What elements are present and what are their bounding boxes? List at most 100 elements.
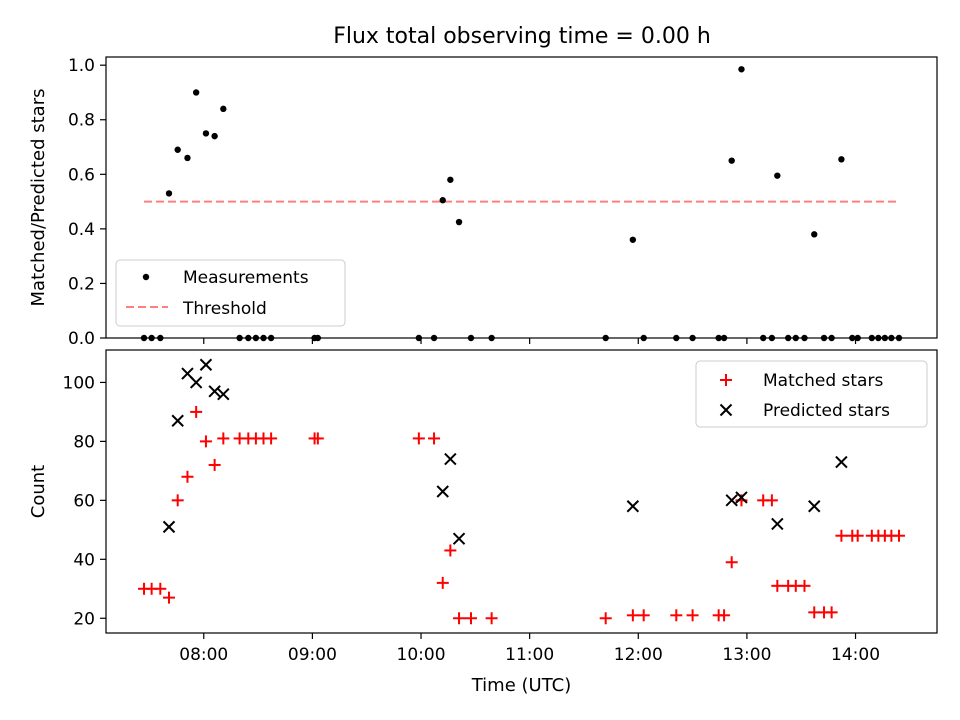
legend-matched-label: Matched stars (763, 371, 883, 391)
matched-star-point (265, 432, 278, 445)
measurement-point (673, 334, 680, 342)
measurement-point (888, 334, 895, 342)
measurement-point (838, 156, 845, 163)
measurement-point (881, 334, 889, 342)
bottom-xtick-label: 10:00 (397, 645, 446, 665)
measurement-point (236, 334, 243, 342)
predicted-star-point-b (181, 367, 194, 380)
predicted-star-point (208, 385, 221, 398)
top-ylabel: Matched/Predicted stars (28, 89, 49, 307)
bottom-xtick-label: 12:00 (614, 645, 663, 665)
measurement-point (267, 334, 275, 342)
legend-matched-marker (720, 374, 732, 386)
matched-star-point (686, 609, 699, 622)
measurement-point (868, 334, 876, 342)
predicted-star-point (171, 414, 184, 427)
measurement-point (202, 130, 210, 137)
measurement-point (260, 334, 267, 342)
measurement-point (811, 231, 818, 238)
bottom-xlabel: Time (UTC) (471, 675, 572, 696)
measurement-point (792, 334, 799, 342)
measurement-point (640, 334, 647, 342)
matched-star-point (892, 529, 905, 542)
bottom-ytick-label: 100 (63, 373, 95, 393)
measurement-point (314, 334, 322, 342)
measurement-point (774, 172, 781, 179)
predicted-star-point (189, 376, 203, 389)
measurement-point (140, 334, 148, 342)
matched-star-point (199, 435, 212, 448)
bottom-xtick-label: 11:00 (505, 645, 554, 665)
measurement-point (689, 334, 696, 342)
measurement-point (455, 218, 463, 226)
measurement-point (602, 334, 609, 342)
top-legend-box (115, 259, 346, 327)
measurement-point (738, 66, 745, 73)
measurement-point (828, 334, 835, 342)
measurement-point (759, 334, 767, 342)
measurement-point (192, 89, 200, 96)
matched-star-point (436, 576, 449, 589)
measurement-point (252, 334, 260, 342)
matched-star-point (835, 529, 848, 542)
measurement-point (415, 334, 423, 342)
bottom-xtick-label: 14:00 (831, 645, 880, 665)
matched-star-point (637, 609, 650, 622)
measurement-point (854, 334, 861, 342)
bottom-legend: Matched stars Predicted stars (695, 360, 928, 428)
measurement-point (895, 334, 903, 342)
matched-star-point (485, 612, 498, 625)
predicted-star-point-b (436, 485, 449, 498)
matched-star-point (765, 494, 778, 507)
predicted-star-point-b (835, 455, 848, 469)
measurement-point (715, 334, 722, 342)
predicted-star-point (835, 455, 848, 469)
top-frame (105, 56, 938, 339)
bottom-xtick-label: 13:00 (722, 645, 771, 665)
measurement-point (165, 190, 173, 197)
bottom-xtick-label: 08:00 (179, 645, 228, 665)
top-ytick-label: 0.8 (68, 111, 95, 131)
predicted-star-point-b (189, 376, 203, 389)
measurement-point (629, 236, 637, 243)
top-ytick-label: 0.4 (68, 220, 95, 240)
predicted-star-point-b (444, 452, 457, 466)
top-ytick-label: 0.2 (68, 274, 95, 294)
measurement-point (784, 334, 792, 342)
predicted-star-point (725, 494, 738, 507)
legend-measurement-marker (142, 273, 150, 281)
measurement-point (467, 334, 475, 342)
measurement-point (174, 146, 181, 153)
predicted-star-point (444, 452, 457, 466)
measurement-point (875, 334, 882, 342)
matched-star-point (412, 432, 425, 445)
predicted-star-point-b (626, 500, 640, 513)
predicted-star-point-b (217, 388, 230, 401)
measurement-point (768, 334, 776, 342)
matched-star-point (851, 529, 864, 542)
predicted-star-point-b (725, 494, 738, 507)
predicted-star-point (436, 485, 449, 498)
measurement-point (430, 334, 438, 342)
matched-star-point (718, 609, 731, 622)
matched-star-point (171, 494, 184, 507)
measurement-point (488, 334, 495, 342)
predicted-star-point-b (199, 358, 213, 371)
bottom-plot: 20 40 60 80 100 08:00 09:00 10:00 11:00 12:00 13:0… (28, 349, 938, 696)
measurement-point (728, 157, 735, 164)
measurement-point (447, 176, 454, 183)
predicted-star-point (808, 500, 821, 513)
predicted-star-point-b (808, 500, 821, 513)
bottom-xtick-label: 09:00 (288, 645, 337, 665)
top-ytick-label: 0.0 (68, 329, 95, 349)
measurement-point (157, 334, 164, 342)
bottom-ytick-label: 80 (73, 432, 95, 452)
matched-star-point (311, 432, 324, 445)
matched-star-point (599, 612, 612, 625)
predicted-star-point (199, 358, 213, 371)
measurement-point (439, 197, 446, 204)
matched-star-point (190, 405, 203, 418)
predicted-star-point (771, 517, 784, 531)
matched-star-point (626, 609, 639, 622)
